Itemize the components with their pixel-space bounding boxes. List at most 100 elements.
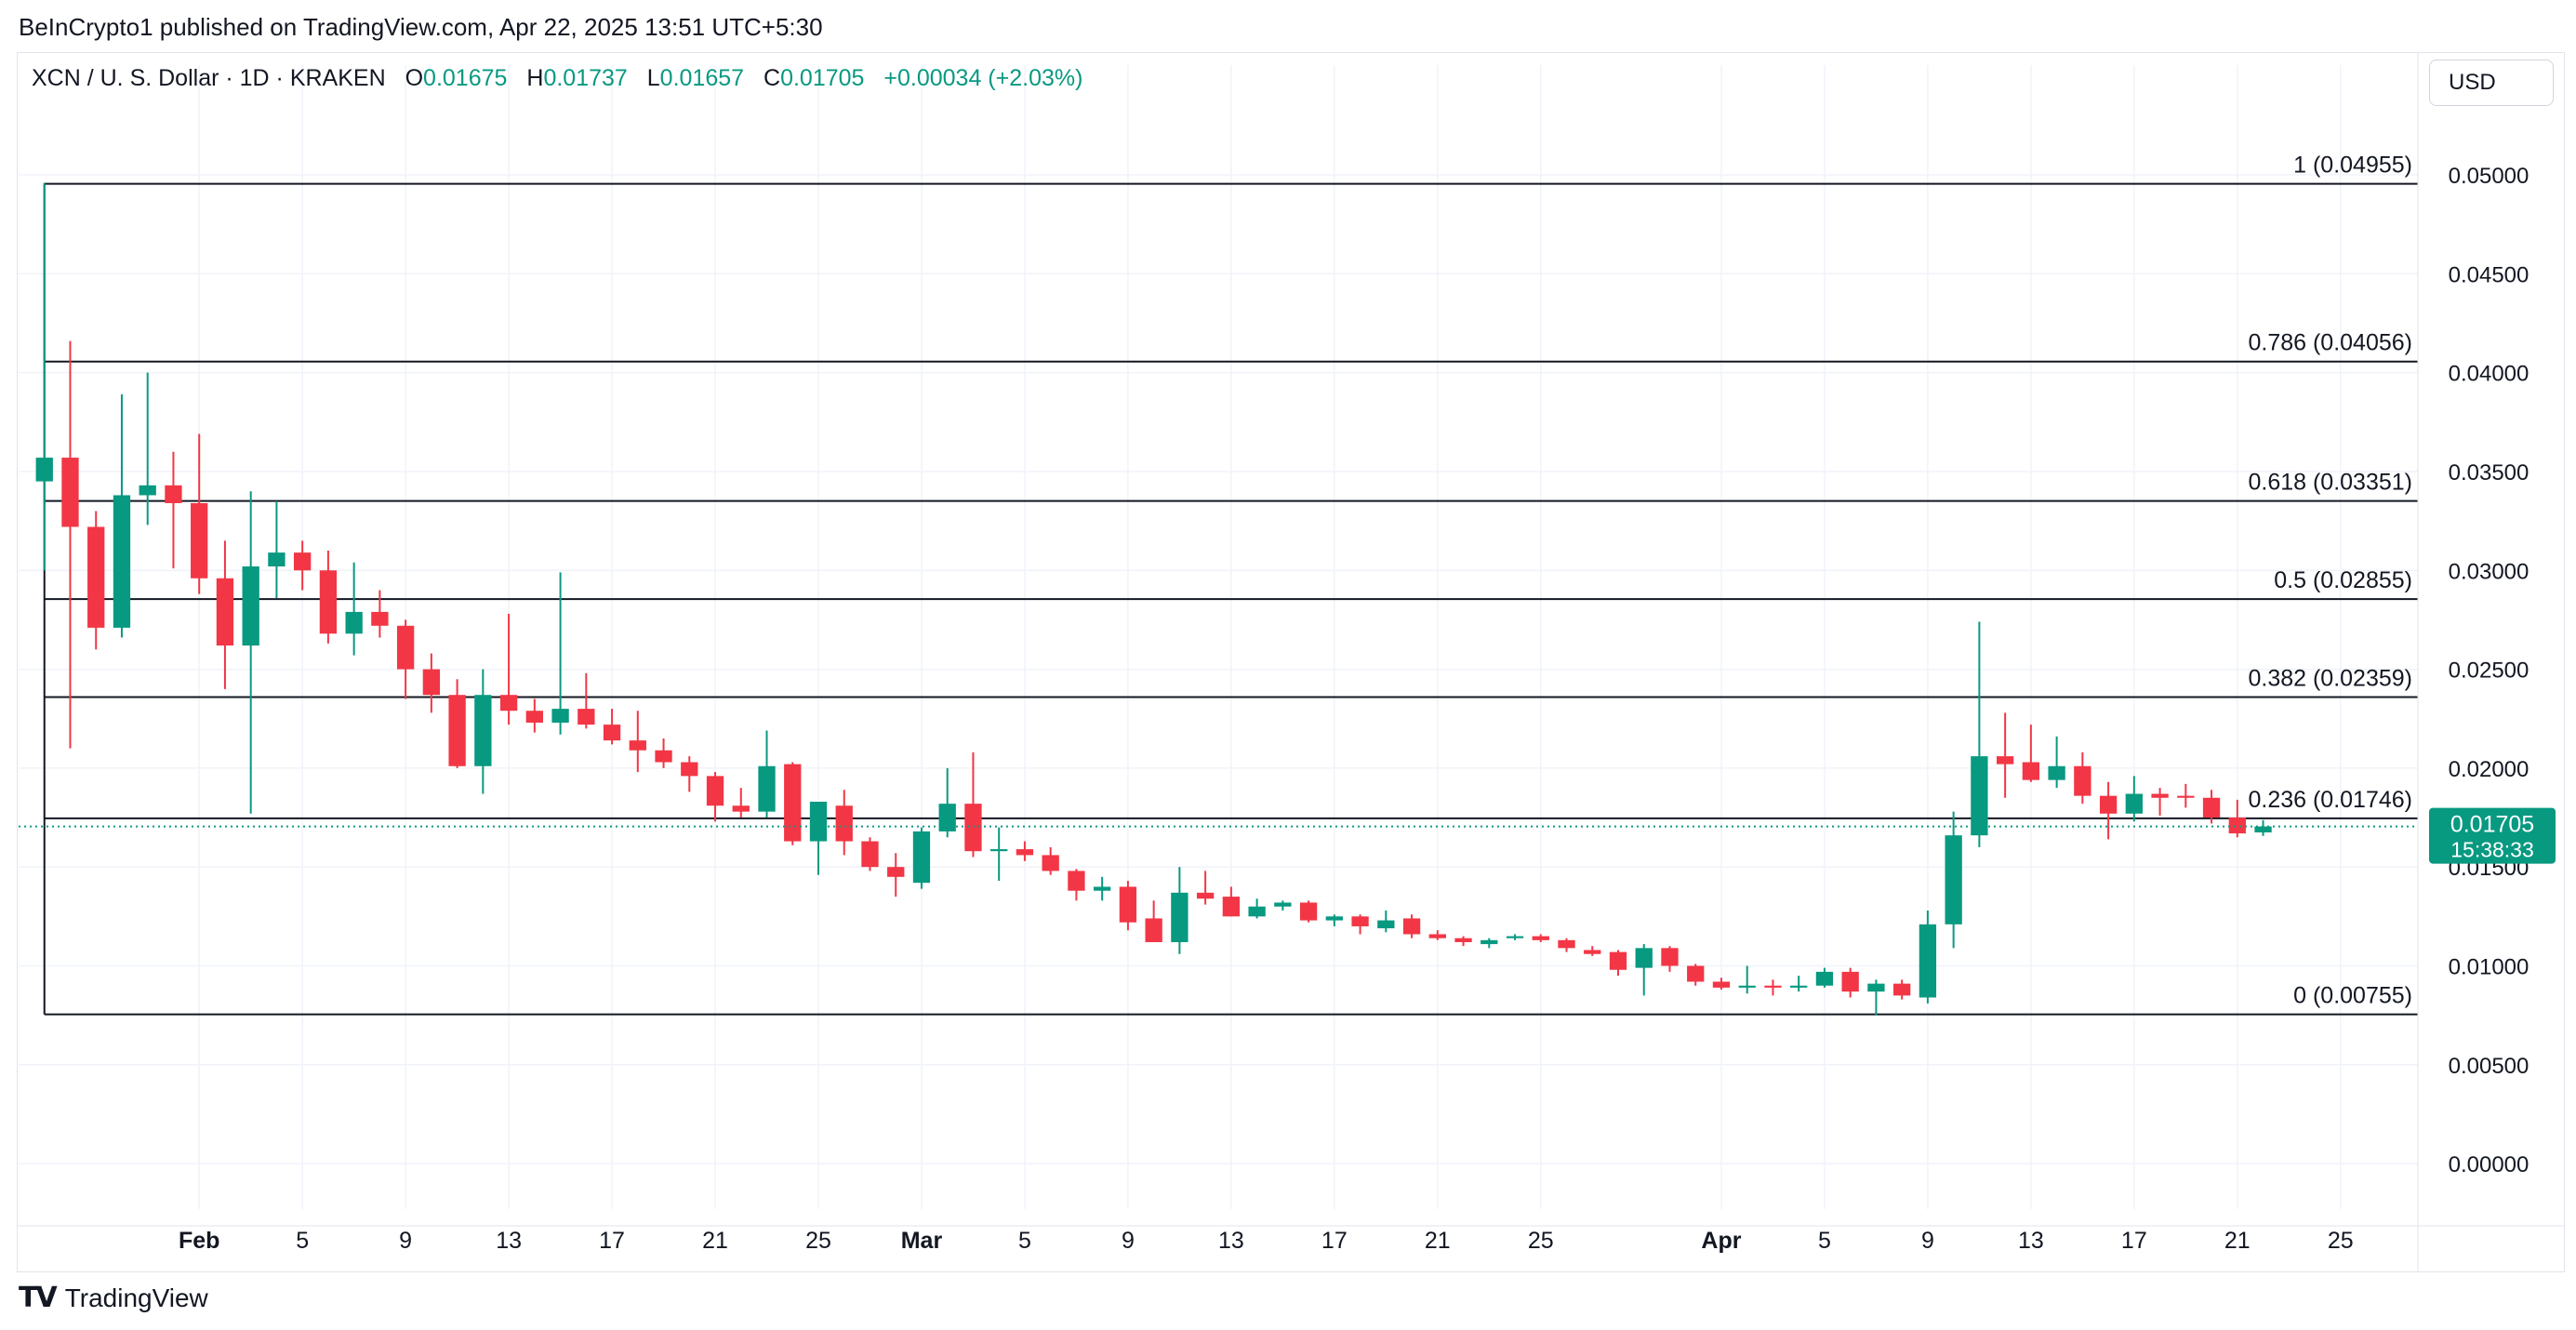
candle [1996, 712, 2014, 798]
tradingview-logo-icon[interactable]: TV [19, 1282, 58, 1314]
tradingview-brand[interactable]: TradingView [64, 1283, 208, 1312]
symbol-title[interactable]: XCN / U. S. Dollar · 1D · KRAKEN [32, 65, 386, 91]
candle [1222, 886, 1241, 917]
candle-body [525, 711, 543, 723]
candle [1428, 930, 1446, 940]
candle-body [35, 458, 53, 482]
candle-body [165, 485, 182, 503]
open-label: O [405, 65, 424, 91]
candle [191, 433, 208, 594]
time-tick-label: 13 [1218, 1228, 1244, 1254]
candle [629, 711, 646, 773]
time-tick-label: 5 [296, 1228, 309, 1254]
candle-body [732, 805, 750, 812]
candle-body [242, 566, 259, 646]
candle-body [2228, 818, 2246, 834]
candle [1841, 967, 1859, 998]
time-tick-label: 25 [2328, 1228, 2354, 1254]
candle-body [1428, 934, 1446, 938]
candle-body [1042, 855, 1059, 871]
candle [1119, 881, 1137, 931]
candle [1815, 967, 1834, 988]
time-tick-label: 17 [599, 1228, 625, 1254]
candle-body [1222, 897, 1241, 917]
candle [216, 540, 234, 689]
candle-body [603, 725, 621, 741]
candle [422, 653, 441, 713]
fib-level-label: 0.5 (0.02855) [2274, 567, 2412, 593]
candle [525, 698, 543, 733]
candle [294, 540, 312, 591]
candle-body [2202, 797, 2221, 818]
candle [1248, 898, 1266, 919]
candle-body [61, 458, 79, 527]
time-tick-label: Mar [901, 1228, 943, 1254]
footer: TV TradingView [19, 1282, 208, 1314]
candle [1635, 944, 1653, 996]
time-tick-label: 13 [2018, 1228, 2044, 1254]
last-price-badge-countdown: 15:38:33 [2450, 838, 2534, 862]
price-tick-label: 0.00000 [2449, 1152, 2530, 1177]
candle-body [1171, 892, 1188, 942]
candle-body [1351, 916, 1369, 926]
candle-body [706, 776, 724, 806]
candle [1454, 936, 1472, 947]
candle [1274, 900, 1292, 911]
close-value: 0.01705 [780, 65, 865, 91]
candle-body [655, 750, 672, 763]
candle-body [499, 695, 518, 712]
candle-body [268, 552, 285, 567]
fib-level-label: 1 (0.04955) [2293, 153, 2412, 179]
time-tick-label: 21 [702, 1228, 728, 1254]
candle-body [319, 570, 338, 634]
candle [1687, 964, 1705, 986]
candle-body [1145, 918, 1162, 942]
candle [242, 491, 259, 814]
candle-body [809, 802, 828, 842]
candle [448, 679, 466, 768]
candle-body [1558, 939, 1575, 949]
candle [1402, 914, 1421, 938]
candle-body [887, 867, 905, 877]
price-tick-label: 0.05000 [2449, 164, 2530, 189]
candle [990, 827, 1008, 882]
candle [1893, 979, 1911, 1000]
candle-body [1016, 849, 1034, 856]
time-tick-label: Apr [1701, 1228, 1741, 1254]
candle [35, 182, 53, 571]
candle [61, 340, 79, 749]
candle-body [835, 805, 853, 842]
candle [551, 572, 569, 735]
low-label: L [646, 65, 660, 91]
candle [1712, 978, 1731, 990]
candle [1325, 914, 1343, 926]
candle [139, 372, 156, 525]
candle-body [861, 841, 879, 868]
price-tick-label: 0.03500 [2449, 460, 2530, 485]
currency-button[interactable]: USD [2429, 60, 2554, 106]
candle-body [551, 709, 569, 723]
time-tick-label: 9 [1921, 1228, 1934, 1254]
candle-body [1402, 918, 1421, 935]
last-price-badge-bg [2429, 807, 2556, 864]
time-tick-label: Feb [179, 1228, 219, 1254]
candle [784, 762, 802, 845]
change-value: +0.00034 (+2.03%) [883, 65, 1083, 91]
candle-body [1996, 756, 2014, 765]
time-tick-label: 17 [1321, 1228, 1348, 1254]
candle-body [1609, 951, 1627, 970]
time-axis: Feb 5 9 13 17 21 25 Mar 5 9 13 17 21 25 Apr 5 9 13 17 21 25 [17, 1225, 2565, 1254]
candle-body [1454, 938, 1472, 942]
candle [345, 562, 363, 656]
candle-body [345, 611, 363, 634]
candle-body [1893, 983, 1911, 996]
candle-body [1661, 948, 1679, 966]
candle-body [2125, 793, 2143, 814]
candle [1764, 979, 1782, 996]
candle-body [2099, 795, 2118, 814]
candle [1016, 841, 1034, 861]
candle-body [1712, 981, 1731, 988]
candle-body [578, 709, 595, 725]
